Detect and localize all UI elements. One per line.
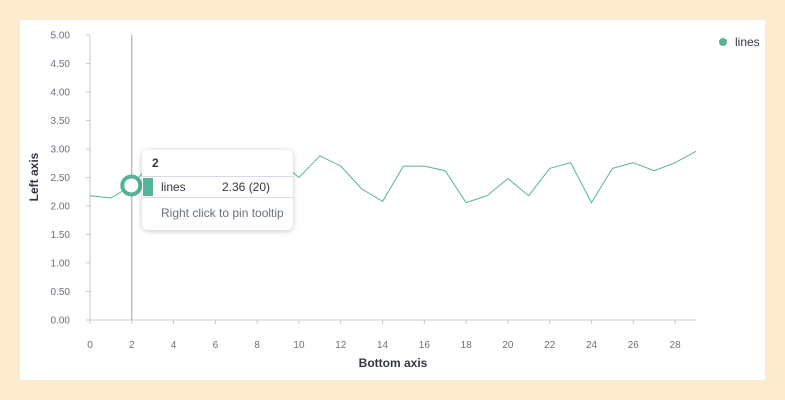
x-tick-label: 24 <box>586 340 598 351</box>
y-tick-label: 0.00 <box>51 316 71 327</box>
x-tick-label: 22 <box>544 340 556 351</box>
y-axis-title: Left axis <box>27 152 41 201</box>
y-tick-label: 2.00 <box>51 202 71 213</box>
x-tick-label: 10 <box>293 340 305 351</box>
legend-item-lines[interactable]: lines <box>735 35 760 49</box>
x-tick-label: 12 <box>335 340 347 351</box>
y-tick-label: 4.00 <box>51 88 71 99</box>
x-tick-label: 0 <box>87 340 93 351</box>
y-tick-label: 3.00 <box>51 145 71 156</box>
tooltip-row: lines 2.36 (20) <box>142 176 293 198</box>
x-tick-label: 8 <box>254 340 260 351</box>
y-tick-label: 5.00 <box>51 31 71 42</box>
tooltip[interactable]: 2 lines 2.36 (20) Right click to pin too… <box>142 150 293 230</box>
y-tick-label: 1.50 <box>51 230 71 241</box>
x-tick-label: 4 <box>171 340 177 351</box>
highlighted-point[interactable] <box>120 174 143 197</box>
y-tick-label: 0.50 <box>51 287 71 298</box>
y-tick-label: 4.50 <box>51 59 71 70</box>
x-axis-title: Bottom axis <box>359 356 428 370</box>
y-tick-label: 3.50 <box>51 116 71 127</box>
x-tick-label: 28 <box>670 340 682 351</box>
x-tick-label: 20 <box>502 340 514 351</box>
legend[interactable]: lines <box>719 35 760 49</box>
y-tick-label: 2.50 <box>51 173 71 184</box>
legend-dot-icon <box>719 38 727 46</box>
x-tick-label: 2 <box>129 340 135 351</box>
y-axis: 0.00 0.50 1.00 1.50 2.00 2.50 3.00 3.50 4.00 4.50… <box>51 31 90 327</box>
y-tick-label: 1.00 <box>51 259 71 270</box>
tooltip-header: 2 <box>152 156 159 170</box>
x-tick-label: 14 <box>377 340 389 351</box>
x-tick-label: 26 <box>628 340 640 351</box>
tooltip-value: 2.36 (20) <box>222 180 271 194</box>
tooltip-series-name: lines <box>161 180 186 194</box>
x-tick-label: 16 <box>419 340 431 351</box>
tooltip-series-swatch <box>143 178 153 196</box>
x-axis: 0 2 4 6 8 10 12 14 16 18 20 22 24 26 28 <box>87 320 681 351</box>
tooltip-footer-hint: Right click to pin tooltip <box>161 206 284 220</box>
x-tick-label: 6 <box>213 340 219 351</box>
x-tick-label: 18 <box>461 340 473 351</box>
